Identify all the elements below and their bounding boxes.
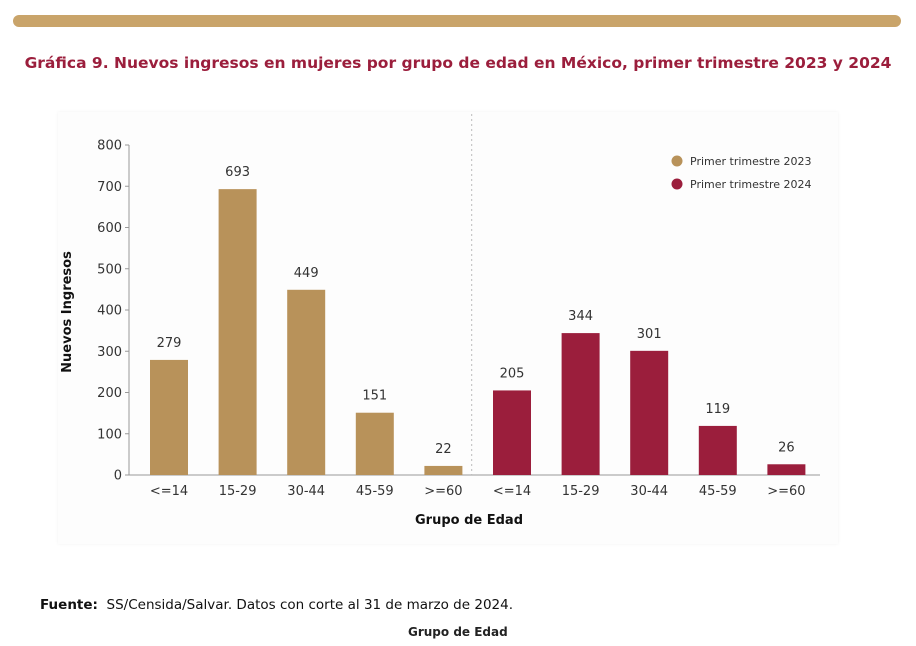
data-label: 205: [500, 366, 525, 381]
data-label: 344: [568, 309, 593, 324]
source-label: Fuente:: [40, 597, 98, 613]
y-tick-label: 700: [97, 180, 122, 195]
data-label: 22: [435, 442, 452, 457]
y-axis-title: Nuevos Ingresos: [60, 251, 75, 373]
bar: [218, 189, 257, 475]
y-tick-label: 200: [97, 386, 122, 401]
y-tick-label: 600: [97, 221, 122, 236]
y-tick-label: 500: [97, 262, 122, 277]
x-tick-label: 15-29: [219, 484, 257, 499]
data-label: 119: [705, 402, 730, 417]
x-tick-label: 30-44: [630, 484, 668, 499]
bar: [767, 464, 806, 475]
bar: [493, 390, 531, 475]
bar: [355, 412, 394, 475]
y-tick-label: 0: [114, 469, 122, 484]
bar: [150, 359, 188, 475]
x-tick-label: <=14: [493, 484, 531, 499]
legend-marker: [671, 178, 683, 190]
data-label: 301: [637, 327, 662, 342]
bar: [424, 465, 463, 475]
data-label: 449: [294, 266, 319, 281]
x-tick-label: 45-59: [699, 484, 737, 499]
y-tick-label: 400: [97, 304, 122, 319]
x-tick-label: >=60: [424, 484, 462, 499]
cropped-axis-label: Grupo de Edad: [408, 625, 508, 639]
data-label: 279: [157, 336, 182, 351]
x-tick-label: >=60: [767, 484, 805, 499]
data-label: 151: [362, 389, 387, 404]
source-text: SS/Censida/Salvar. Datos con corte al 31…: [106, 597, 514, 613]
top-accent-bar: [13, 15, 901, 27]
data-label: 26: [778, 440, 795, 455]
source-note: Fuente: SS/Censida/Salvar. Datos con cor…: [40, 597, 513, 613]
legend-label: Primer trimestre 2023: [690, 155, 811, 168]
x-tick-label: 15-29: [562, 484, 600, 499]
x-tick-label: 45-59: [356, 484, 394, 499]
bar: [287, 289, 326, 475]
legend-label: Primer trimestre 2024: [690, 178, 811, 191]
x-tick-label: 30-44: [287, 484, 325, 499]
bar: [561, 333, 600, 475]
y-tick-label: 800: [97, 139, 122, 154]
x-tick-label: <=14: [150, 484, 188, 499]
x-axis-title: Grupo de Edad: [415, 513, 523, 528]
y-tick-label: 100: [97, 427, 122, 442]
bar: [630, 350, 669, 475]
data-label: 693: [225, 165, 250, 180]
bar: [698, 425, 737, 475]
chart-title: Gráfica 9. Nuevos ingresos en mujeres po…: [24, 54, 892, 72]
legend-marker: [671, 155, 683, 167]
y-tick-label: 300: [97, 345, 122, 360]
